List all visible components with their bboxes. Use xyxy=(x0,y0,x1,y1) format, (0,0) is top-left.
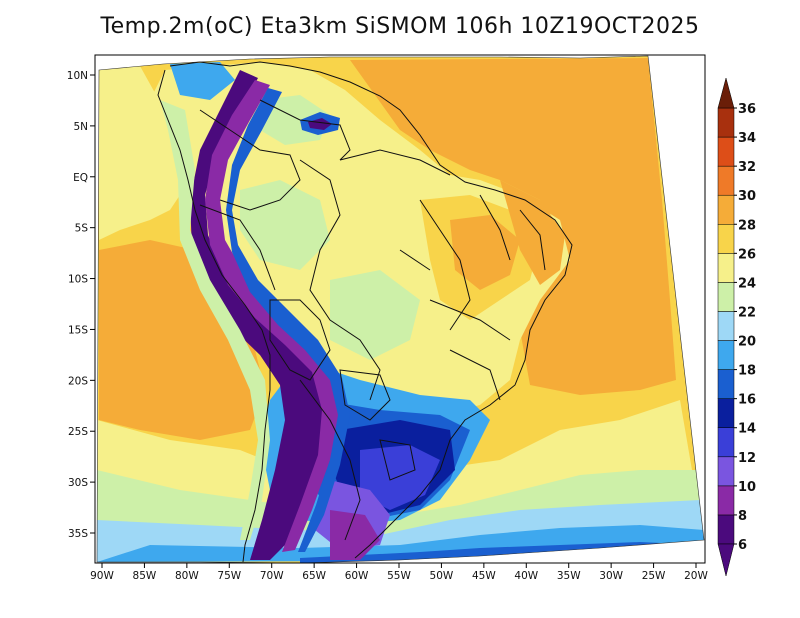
colorbar-swatch xyxy=(717,311,735,341)
colorbar-label: 18 xyxy=(738,364,756,379)
colorbar-label: 10 xyxy=(738,480,756,495)
colorbar-swatch xyxy=(717,107,735,138)
colorbar-swatch xyxy=(717,194,735,225)
colorbar-label: 12 xyxy=(738,451,756,466)
country-borders xyxy=(157,61,573,563)
lon-tick-label: 45W xyxy=(472,570,496,582)
longitude-axis: 90W 85W 80W 75W 70W 65W 60W 55W 50W 45W 40W 35W 30W 2… xyxy=(90,563,708,582)
lon-tick-label: 40W xyxy=(514,570,538,582)
colorbar-label: 34 xyxy=(738,131,756,146)
southern-cyan-band xyxy=(97,500,704,562)
colorbar-swatch xyxy=(717,398,735,428)
colorbar: 6 8 10 12 14 16 18 20 22 24 26 28 30 32 34 36 xyxy=(717,77,756,577)
lon-tick-label: 80W xyxy=(175,570,199,582)
lon-tick-label: 20W xyxy=(684,570,708,582)
lon-tick-label: 55W xyxy=(387,570,411,582)
lon-tick-label: 60W xyxy=(345,570,369,582)
colorbar-swatch xyxy=(717,136,735,167)
continent-coastline xyxy=(169,61,573,559)
lat-tick-label: 5S xyxy=(75,223,89,235)
colorbar-label: 16 xyxy=(738,393,756,408)
ne-coast-hot xyxy=(500,180,565,285)
green-patch-2 xyxy=(330,270,420,360)
colorbar-swatch xyxy=(717,253,735,283)
brazil-north-border xyxy=(339,149,451,176)
colorbar-swatch xyxy=(717,485,735,516)
peru-border xyxy=(199,204,276,291)
south-violet-region xyxy=(360,445,440,510)
colorbar-low-cap xyxy=(717,543,735,577)
colorbar-label: 30 xyxy=(738,189,756,204)
colorbar-label: 6 xyxy=(738,538,747,553)
lat-tick-label: 10S xyxy=(68,274,88,286)
bolivia-border xyxy=(269,299,331,381)
lon-tick-label: 70W xyxy=(260,570,284,582)
lat-tick-label: 30S xyxy=(68,477,88,489)
lat-tick-label: EQ xyxy=(73,172,88,184)
colombia-border xyxy=(199,109,301,211)
brazil-west-border xyxy=(299,159,381,401)
lat-tick-label: 25S xyxy=(68,426,88,438)
lat-tick-label: 5N xyxy=(73,121,88,133)
atlantic-warm-zone xyxy=(350,58,676,395)
colorbar-label: 20 xyxy=(738,335,756,350)
colorbar-label: 28 xyxy=(738,218,756,233)
colorbar-label: 14 xyxy=(738,422,756,437)
venezuela-border xyxy=(259,99,351,161)
colorbar-label: 26 xyxy=(738,247,756,262)
colorbar-label: 24 xyxy=(738,276,756,291)
venezuela-highland-core xyxy=(308,118,332,130)
lon-tick-label: 30W xyxy=(599,570,623,582)
latitude-axis: 10N 5N EQ 5S 10S 15S 20S 25S 30S 35S xyxy=(67,70,95,540)
colorbar-label: 32 xyxy=(738,160,756,175)
map-frame xyxy=(94,54,706,564)
andes-blue-fringe xyxy=(226,88,350,552)
colorbar-high-cap xyxy=(717,77,735,109)
colorbar-swatch xyxy=(717,224,735,254)
temperature-field xyxy=(97,56,704,563)
lon-tick-label: 35W xyxy=(557,570,581,582)
pacific-coastline xyxy=(157,69,271,563)
colorbar-swatch xyxy=(717,456,735,487)
lat-tick-label: 10N xyxy=(67,70,88,82)
colorbar-swatch xyxy=(717,340,735,370)
caribbean-cool-patch xyxy=(170,62,235,100)
colorbar-swatch xyxy=(717,514,735,545)
colorbar-label: 36 xyxy=(738,102,756,117)
colorbar-swatch xyxy=(717,165,735,196)
argentina-border xyxy=(299,379,361,541)
uruguay-border xyxy=(379,439,416,481)
lon-tick-label: 85W xyxy=(133,570,157,582)
colorbar-label: 22 xyxy=(738,305,756,320)
lat-tick-label: 20S xyxy=(68,375,88,387)
colorbar-swatch xyxy=(717,282,735,312)
pacific-coastal-strip xyxy=(160,100,270,540)
lat-tick-label: 15S xyxy=(68,324,88,336)
green-patch-1 xyxy=(240,180,330,270)
lon-tick-label: 65W xyxy=(302,570,326,582)
lat-tick-label: 35S xyxy=(68,528,88,540)
map-title: Temp.2m(oC) Eta3km SiSMOM 106h 10Z19OCT2… xyxy=(100,14,700,39)
lon-tick-label: 75W xyxy=(217,570,241,582)
colorbar-swatch xyxy=(717,369,735,399)
brazil-hot-interior xyxy=(450,215,520,290)
colorbar-label: 8 xyxy=(738,509,747,524)
pacific-yellow-zone xyxy=(99,66,190,240)
lon-tick-label: 90W xyxy=(90,570,114,582)
lon-tick-label: 50W xyxy=(430,570,454,582)
paraguay-border xyxy=(339,369,391,421)
lon-tick-label: 25W xyxy=(642,570,666,582)
continent-north-land xyxy=(150,62,570,420)
brazil-state-lines xyxy=(399,194,546,401)
colorbar-swatch xyxy=(717,427,735,458)
